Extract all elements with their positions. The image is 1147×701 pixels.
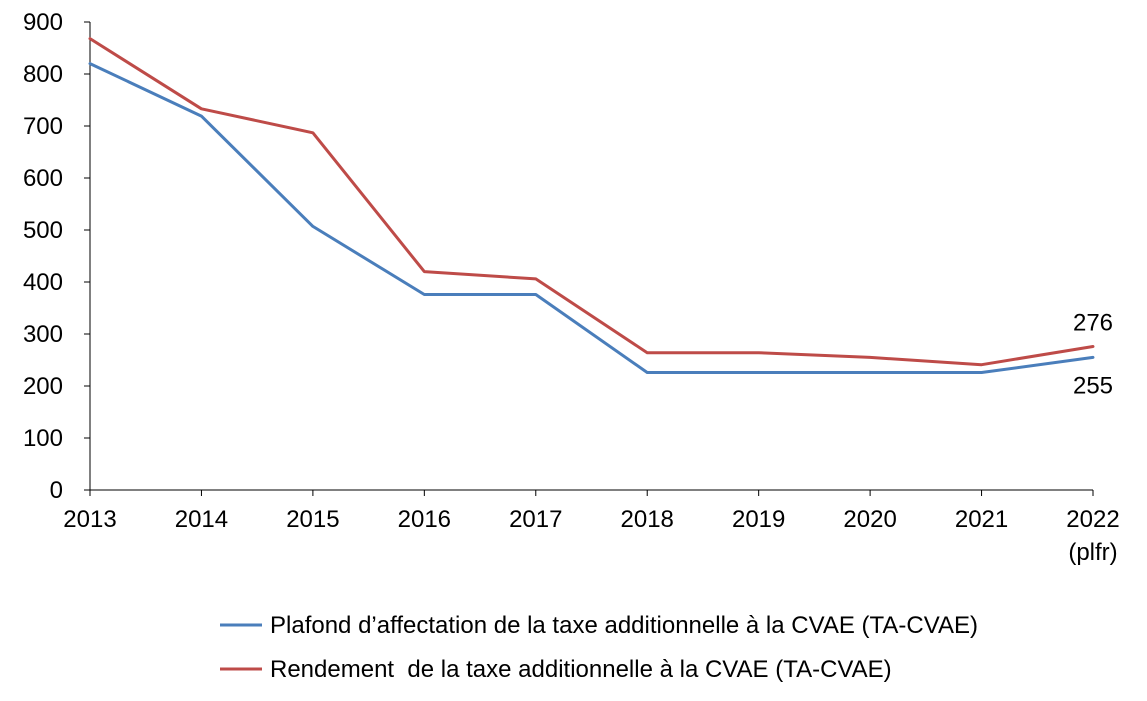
y-tick-label: 400 <box>23 269 63 296</box>
data-label: 255 <box>1073 372 1113 399</box>
x-tick-label: 2016 <box>398 506 451 533</box>
y-tick-label: 600 <box>23 165 63 192</box>
x-tick-sublabel: (plfr) <box>1068 539 1117 566</box>
y-tick-label: 900 <box>23 9 63 36</box>
y-tick-group: 0 100 200 300 400 500 600 700 800 900 <box>23 9 90 504</box>
x-tick-label: 2021 <box>955 506 1008 533</box>
legend-label-1: Plafond d’affectation de la taxe additio… <box>270 612 978 639</box>
axes <box>89 22 1093 491</box>
y-tick-label: 300 <box>23 321 63 348</box>
y-tick-label: 0 <box>50 477 63 504</box>
legend: Plafond d’affectation de la taxe additio… <box>220 612 978 683</box>
y-tick-label: 100 <box>23 425 63 452</box>
x-tick-label: 2020 <box>843 506 896 533</box>
legend-label-2: Rendement de la taxe additionnelle à la … <box>270 656 892 683</box>
x-tick-label: 2013 <box>63 506 116 533</box>
series-line-2 <box>88 37 1095 367</box>
x-tick-label: 2022 <box>1066 506 1119 533</box>
data-label-group: 276 255 <box>1073 309 1113 399</box>
x-tick-label: 2015 <box>286 506 339 533</box>
y-tick-label: 800 <box>23 61 63 88</box>
x-tick-label: 2018 <box>621 506 674 533</box>
x-tick-label: 2019 <box>732 506 785 533</box>
series-group <box>88 37 1095 374</box>
y-tick-label: 500 <box>23 217 63 244</box>
x-tick-label: 2017 <box>509 506 562 533</box>
data-label: 276 <box>1073 309 1113 336</box>
x-tick-label: 2014 <box>175 506 228 533</box>
x-tick-group: 2013 2014 2015 2016 2017 2018 2019 2020 2021 2022… <box>63 490 1120 566</box>
y-tick-label: 700 <box>23 113 63 140</box>
y-tick-label: 200 <box>23 373 63 400</box>
series-line-1 <box>88 62 1095 374</box>
